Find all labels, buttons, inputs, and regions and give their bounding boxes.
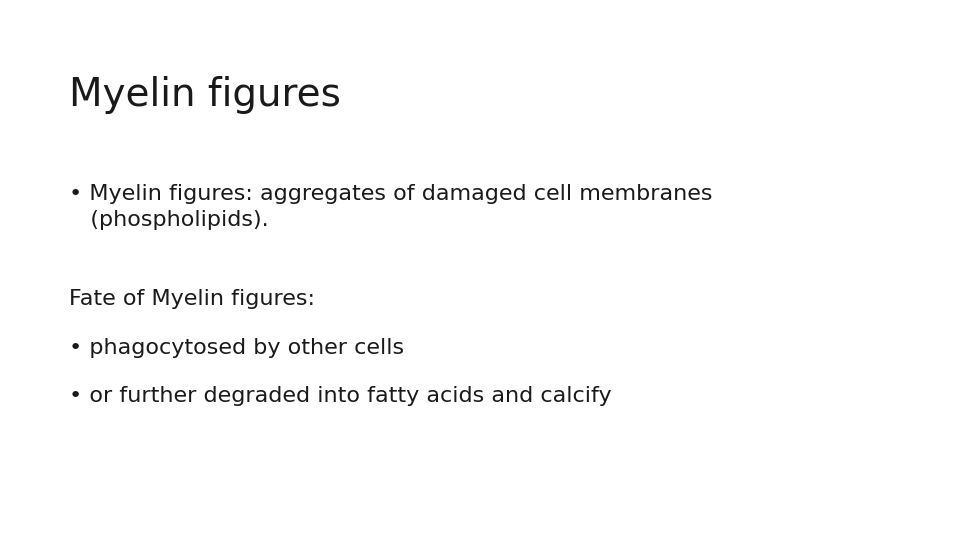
Text: • or further degraded into fatty acids and calcify: • or further degraded into fatty acids a… (69, 386, 612, 406)
Text: Fate of Myelin figures:: Fate of Myelin figures: (69, 289, 315, 309)
Text: • phagocytosed by other cells: • phagocytosed by other cells (69, 338, 404, 357)
Text: Myelin figures: Myelin figures (69, 76, 341, 113)
Text: • Myelin figures: aggregates of damaged cell membranes
   (phospholipids).: • Myelin figures: aggregates of damaged … (69, 184, 712, 230)
